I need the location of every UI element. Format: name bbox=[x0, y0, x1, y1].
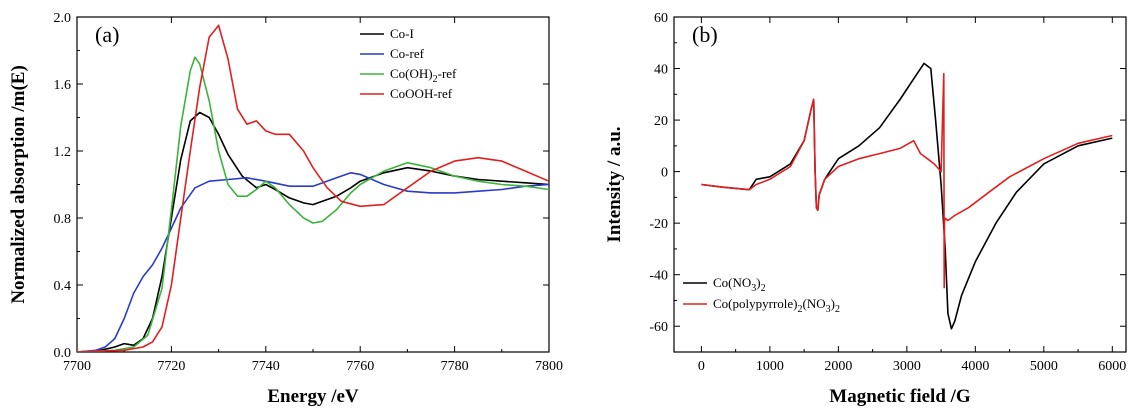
y-tick-label: 1.2 bbox=[54, 145, 72, 160]
legend-entry: Co(NO3)2 bbox=[713, 275, 766, 294]
x-tick-label: 6000 bbox=[1098, 359, 1126, 374]
series-line-1 bbox=[77, 172, 549, 352]
y-tick-label: 0.4 bbox=[54, 279, 72, 294]
legend-entry: Co-I bbox=[390, 26, 414, 41]
chart-panel-b: 0 1000 2000 3000 4000 5000 6000 -60 -40 -20 0 20 40 6… bbox=[604, 11, 1127, 407]
legend-entry: Co(polypyrrole)2(NO3)2 bbox=[713, 296, 840, 315]
y-tick-label: -60 bbox=[649, 320, 668, 335]
legend-entry: CoOOH-ref bbox=[390, 86, 453, 101]
x-tick-label: 5000 bbox=[1030, 359, 1058, 374]
x-tick-label: 7780 bbox=[441, 359, 469, 374]
x-axis-label: Energy /eV bbox=[267, 386, 359, 407]
y-tick-label: 60 bbox=[654, 11, 668, 26]
x-tick-label: 7720 bbox=[157, 359, 185, 374]
chart-panel-a: 7700 7720 7740 7760 7780 7800 0.0 0.4 0.8 1.2 1.6 2… bbox=[8, 11, 563, 407]
y-axis-label: Normalized absorption /m(E) bbox=[8, 65, 29, 304]
x-tick-label: 4000 bbox=[961, 359, 989, 374]
series-line-0 bbox=[77, 111, 549, 352]
y-tick-label: -40 bbox=[649, 269, 668, 284]
x-tick-label: 7740 bbox=[252, 359, 280, 374]
x-tick-label: 7800 bbox=[535, 359, 563, 374]
legend-entry: Co(OH)2-ref bbox=[390, 66, 457, 85]
x-tick-label: 7760 bbox=[346, 359, 374, 374]
x-axis-label: Magnetic field /G bbox=[829, 386, 971, 407]
plot-frame bbox=[76, 16, 550, 353]
x-tick-label: 3000 bbox=[893, 359, 921, 374]
x-tick-label: 1000 bbox=[756, 359, 784, 374]
x-tick-label: 0 bbox=[698, 359, 705, 374]
plot-frame bbox=[673, 16, 1127, 353]
series-line-2 bbox=[77, 56, 549, 352]
legend-entry: Co-ref bbox=[390, 46, 425, 61]
y-axis-label: Intensity / a.u. bbox=[604, 126, 625, 242]
x-tick-label: 2000 bbox=[824, 359, 852, 374]
y-tick-label: 0.0 bbox=[54, 346, 72, 361]
series-line-3 bbox=[77, 24, 549, 352]
x-tick-label: 7700 bbox=[63, 359, 91, 374]
panel-label: (a) bbox=[95, 22, 119, 47]
y-tick-label: 0.8 bbox=[54, 212, 72, 227]
panel-label: (b) bbox=[692, 22, 718, 47]
y-tick-label: 40 bbox=[654, 63, 668, 78]
series-line-1 bbox=[701, 72, 1113, 289]
legend: Co(NO3)2 Co(polypyrrole)2(NO3)2 bbox=[683, 275, 840, 315]
y-tick-label: 20 bbox=[654, 114, 668, 129]
y-tick-label: 0 bbox=[661, 166, 668, 181]
y-tick-label: -20 bbox=[649, 217, 668, 232]
y-tick-label: 2.0 bbox=[54, 11, 72, 26]
y-tick-label: 1.6 bbox=[54, 78, 72, 93]
